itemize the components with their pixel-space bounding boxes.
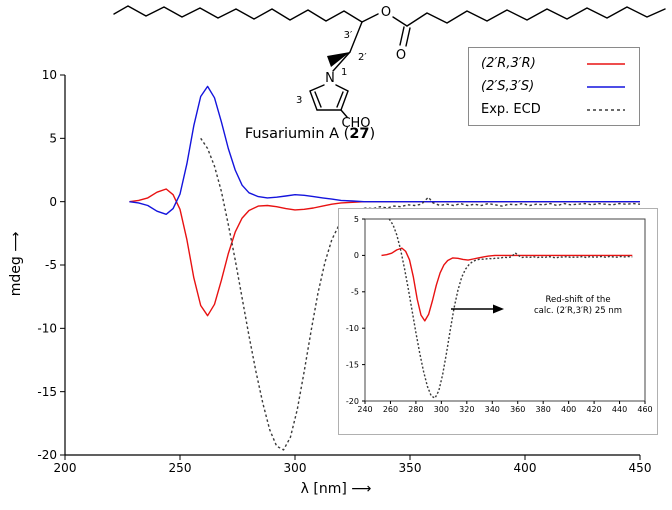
ring-bond-c5-n: [309, 84, 325, 92]
alkyl-chain-left: [113, 5, 363, 23]
y-axis-label: mdeg ⟶: [8, 231, 24, 297]
legend-line-sample-red: [587, 62, 625, 65]
caption-number: 27: [349, 126, 370, 142]
label-2prime: 2′: [358, 52, 367, 63]
red-shift-annotation-line1: Red-shift of the: [545, 295, 611, 305]
y-tick-label: 0: [49, 195, 57, 209]
atom-n-label: N: [325, 71, 335, 86]
chemical-structure: O O 3′ 2′ 1 N 3 CHO: [113, 5, 666, 131]
red-shift-annotation: Red-shift of the calc. (2′R,3′R) 25 nm: [507, 295, 649, 318]
series-calc-2S3S: [129, 85, 640, 216]
caption-prefix: Fusariumin A (: [244, 126, 350, 142]
legend-line-sample-blue: [587, 85, 625, 88]
methyl-wedge-bond: [327, 52, 350, 67]
x-tick-label: 460: [637, 405, 652, 414]
legend-label-2R3R: (2′R,3′R): [481, 56, 536, 71]
x-tick-label: 400: [514, 461, 537, 475]
x-tick-label: 360: [510, 405, 525, 414]
atom-cho-label: CHO: [341, 116, 370, 131]
legend-line-sample-dashed: [587, 108, 625, 111]
inset-chart: 240 260 280 300 320 340 360 380 400 420 440 460 5 0 -5…: [338, 208, 658, 435]
legend-entry-exp-ecd: Exp. ECD: [481, 102, 627, 117]
red-shift-arrow: [451, 304, 504, 314]
x-tick-label: 250: [169, 461, 192, 475]
series-calc-2R3R-redshifted: [381, 247, 633, 322]
y-tick-label: -5: [351, 288, 359, 297]
ring-bond-c2-c3: [340, 90, 349, 111]
x-tick-label: 450: [629, 461, 652, 475]
legend-entry-2R3R: (2′R,3′R): [481, 56, 627, 71]
atom-o-carbonyl-label: O: [396, 48, 406, 63]
x-tick-label: 350: [399, 461, 422, 475]
legend-box: (2′R,3′R) (2′S,3′S) Exp. ECD: [468, 47, 640, 126]
ring-bond-c2-c3-inner: [336, 91, 344, 108]
x-tick-label: 200: [54, 461, 77, 475]
x-tick-label: 300: [434, 405, 449, 414]
atom-o-ester-label: O: [381, 5, 391, 20]
x-tick-label: 380: [536, 405, 551, 414]
red-shift-annotation-line2: calc. (2′R,3′R) 25 nm: [533, 306, 623, 317]
x-tick-label: 300: [284, 461, 307, 475]
y-tick-label: -10: [37, 322, 57, 336]
label-3prime: 3′: [344, 30, 353, 41]
label-n1-position: 1: [341, 67, 347, 78]
y-tick-label: -15: [37, 385, 57, 399]
y-tick-label: 10: [42, 68, 57, 82]
inset-plot-svg: 240 260 280 300 320 340 360 380 400 420 440 460 5 0 -5…: [346, 215, 653, 414]
carbonyl-double-bond-2: [405, 27, 411, 47]
x-tick-label: 420: [586, 405, 601, 414]
ring-bond-c4-c5-inner: [314, 91, 322, 108]
y-tick-label: -5: [45, 258, 57, 272]
y-tick-label: 5: [49, 132, 57, 146]
compound-caption: Fusariumin A (27): [190, 126, 430, 142]
caption-suffix: ): [369, 126, 376, 142]
legend-label-exp-ecd: Exp. ECD: [481, 102, 541, 117]
x-axis-label: λ [nm] ⟶: [300, 481, 372, 497]
x-tick-label: 340: [485, 405, 500, 414]
series-exp-ecd: [388, 218, 633, 399]
bond-c2prime-n: [332, 51, 351, 72]
x-tick-label: 240: [357, 405, 372, 414]
y-tick-label: 0: [354, 251, 359, 260]
y-tick-label: -10: [346, 324, 359, 333]
ring-bond-c4-c5: [309, 90, 318, 111]
label-3-position: 3: [296, 95, 302, 106]
x-tick-label: 260: [383, 405, 398, 414]
legend-label-2S3S: (2′S,3′S): [481, 79, 535, 94]
x-tick-label: 280: [408, 405, 423, 414]
carbonyl-double-bond-1: [399, 26, 405, 46]
x-tick-label: 400: [561, 405, 576, 414]
x-tick-label: 320: [459, 405, 474, 414]
legend-entry-2S3S: (2′S,3′S): [481, 79, 627, 94]
x-tick-label: 440: [612, 405, 627, 414]
bond-c2-cho: [340, 109, 348, 118]
y-tick-label: -15: [346, 360, 359, 369]
y-tick-label: 5: [354, 215, 359, 224]
bond-c3prime-o: [361, 13, 379, 23]
bond-c3prime-c2prime: [349, 21, 363, 53]
alkyl-chain-right: [406, 6, 666, 27]
y-tick-label: -20: [346, 397, 359, 406]
y-tick-label: -20: [37, 448, 57, 462]
ring-bond-n-c2: [335, 84, 349, 92]
bond-o-carbonyl: [392, 16, 408, 27]
plot-frame: [364, 218, 646, 402]
